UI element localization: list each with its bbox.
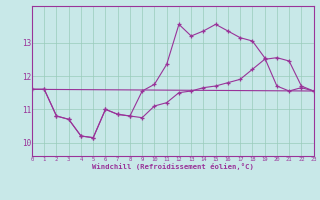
X-axis label: Windchill (Refroidissement éolien,°C): Windchill (Refroidissement éolien,°C) xyxy=(92,163,254,170)
